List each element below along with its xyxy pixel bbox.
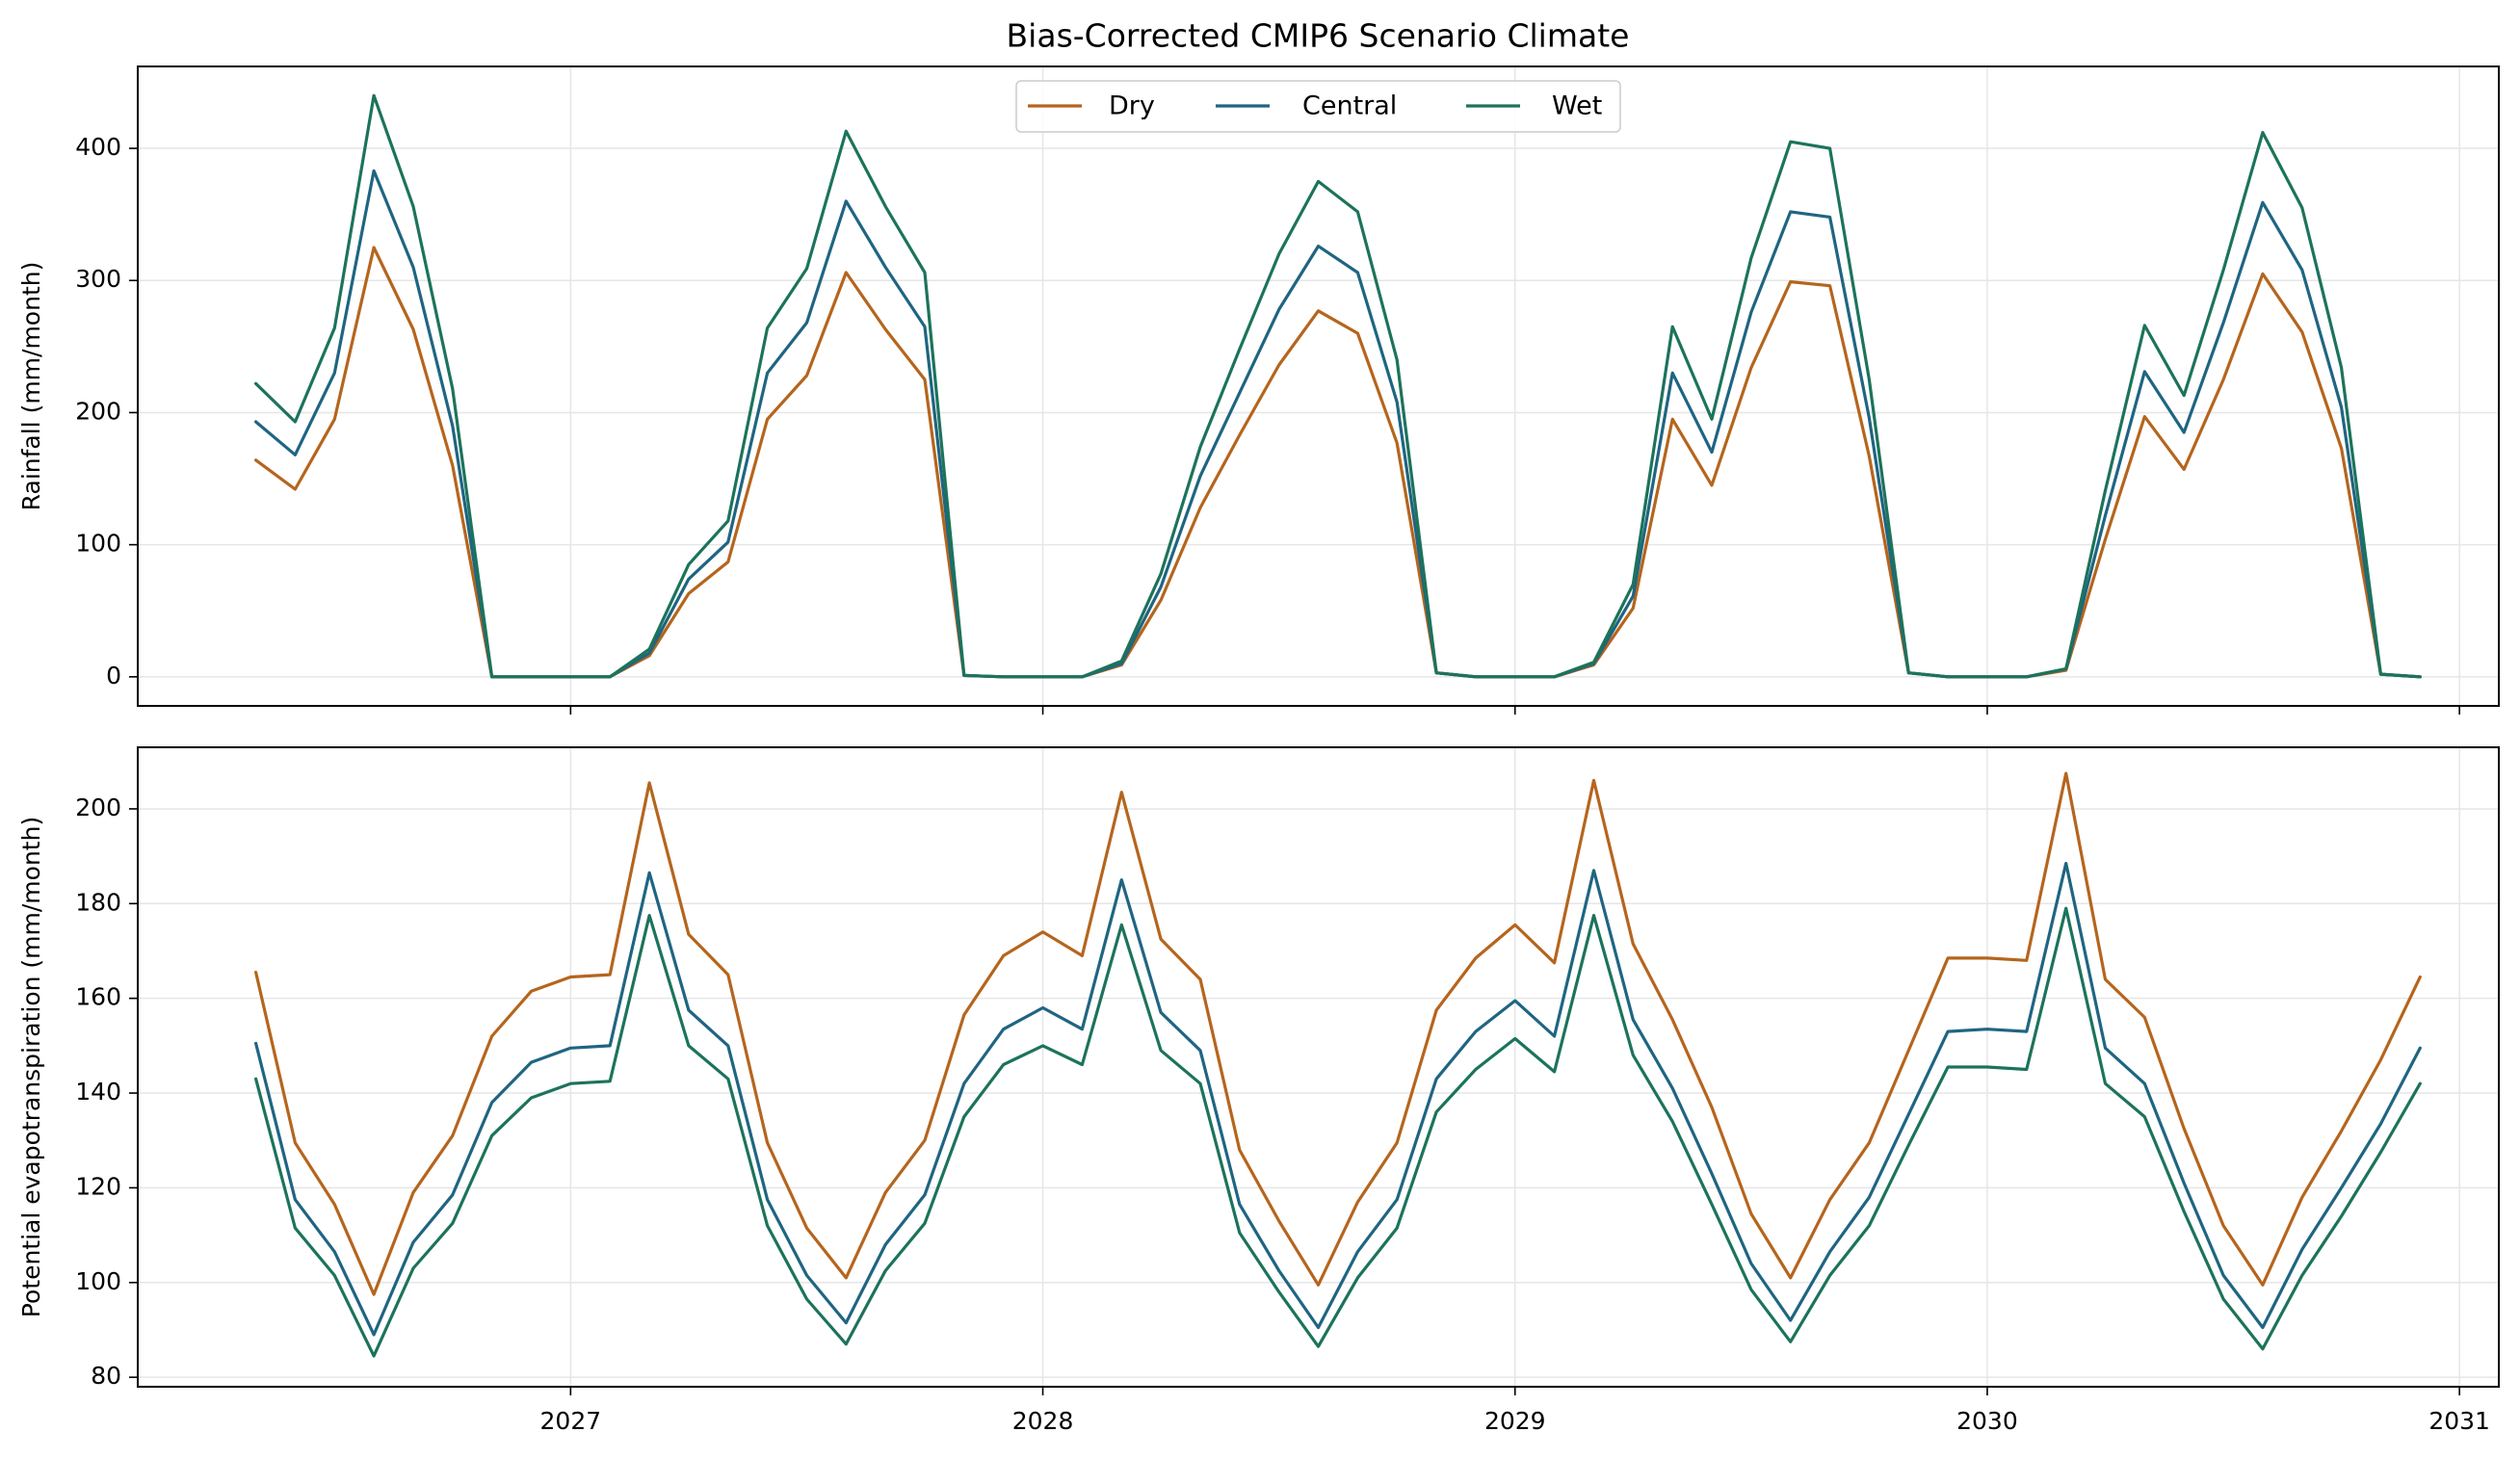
pet-y-tick-label: 180 [75,888,121,916]
rainfall-axes-frame [137,65,2500,707]
x-tick-label: 2028 [1012,1407,1074,1435]
legend-label-central: Central [1302,91,1397,121]
rainfall-y-tick-label: 100 [75,530,121,558]
rainfall-y-ticks: 0 100 200 300 400 [75,133,138,690]
legend-label-dry: Dry [1109,91,1155,121]
rainfall-y-tick-label: 0 [106,662,121,690]
pet-series-wet [254,906,2422,1358]
rainfall-y-axis-label: Rainfall (mm/month) [17,262,45,511]
pet-y-tick-label: 100 [75,1267,121,1295]
pet-series-dry [254,771,2422,1296]
pet-y-axis-label: Potential evapotranspiration (mm/month) [17,817,45,1317]
rainfall-y-tick-label: 400 [75,133,121,161]
x-tick-label: 2029 [1484,1407,1546,1435]
chart-title: Bias-Corrected CMIP6 Scenario Climate [1007,17,1630,55]
rainfall-y-tick-label: 200 [75,397,121,425]
rainfall-series-wet [254,93,2422,679]
rainfall-panel: 0 100 200 300 400 Rainfall (mm/month) [17,65,2500,715]
x-tick-label: 2030 [1956,1407,2018,1435]
pet-series-central [254,861,2422,1337]
pet-lines [254,771,2422,1358]
pet-y-tick-label: 140 [75,1078,121,1106]
legend-label-wet: Wet [1552,91,1602,121]
rainfall-lines [254,93,2422,679]
pet-y-tick-label: 120 [75,1172,121,1200]
pet-y-tick-label: 160 [75,983,121,1011]
x-tick-label: 2027 [540,1407,602,1435]
rainfall-y-tick-label: 300 [75,265,121,293]
pet-axes-frame [137,746,2500,1388]
pet-panel: 80 100 120 140 160 180 200 2027 2028 2029 2030 203… [17,746,2500,1435]
pet-y-tick-label: 200 [75,794,121,821]
rainfall-x-ticks [569,706,2460,715]
pet-y-ticks: 80 100 120 140 160 180 200 [75,794,138,1390]
pet-y-tick-label: 80 [91,1362,121,1390]
legend-box [1015,80,1621,133]
pet-grid [138,747,2499,1387]
pet-x-ticks: 2027 2028 2029 2030 2031 [540,1387,2490,1435]
x-tick-label: 2031 [2428,1407,2490,1435]
legend: Dry Central Wet [1015,80,1621,133]
